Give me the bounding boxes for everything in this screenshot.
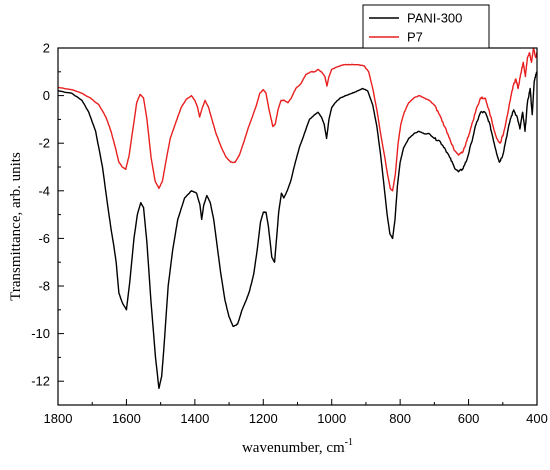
x-tick-label: 600 <box>458 411 480 426</box>
y-tick-label: 2 <box>43 41 50 56</box>
x-tick-label: 1400 <box>180 411 209 426</box>
series-line-p7 <box>57 47 538 192</box>
legend: PANI-300 P7 <box>362 4 490 49</box>
y-tick-label: -2 <box>38 136 50 151</box>
y-tick-label: -6 <box>38 231 50 246</box>
x-tick-label: 1000 <box>317 411 346 426</box>
axis-ticks: 1800 1600 1400 1200 1000 800 600 400 2 0 -2 -4 -6 -8 -… <box>31 41 548 427</box>
y-tick-label: -8 <box>38 279 50 294</box>
x-tick-label: 800 <box>389 411 411 426</box>
y-tick-label: -12 <box>31 374 50 389</box>
y-tick-label: -10 <box>31 326 50 341</box>
legend-box <box>362 4 490 49</box>
plot-frame <box>57 47 538 406</box>
y-tick-label: 0 <box>43 88 50 103</box>
plot-area <box>57 47 538 390</box>
x-tick-label: 1600 <box>112 411 141 426</box>
x-tick-label: 400 <box>526 411 548 426</box>
series-line-pani-300 <box>57 71 538 390</box>
y-tick-label: -4 <box>38 183 50 198</box>
x-axis-title-superscript: -1 <box>345 437 353 448</box>
legend-label-pani-300: PANI-300 <box>407 11 462 26</box>
x-tick-label: 1800 <box>44 411 73 426</box>
x-tick-label: 1200 <box>249 411 278 426</box>
legend-label-p7: P7 <box>407 30 423 45</box>
x-axis-title: wavenumber, cm-1 <box>242 437 353 456</box>
y-axis-title: Transmittance, arb. units <box>8 152 24 301</box>
x-axis-title-text: wavenumber, cm <box>242 440 345 456</box>
